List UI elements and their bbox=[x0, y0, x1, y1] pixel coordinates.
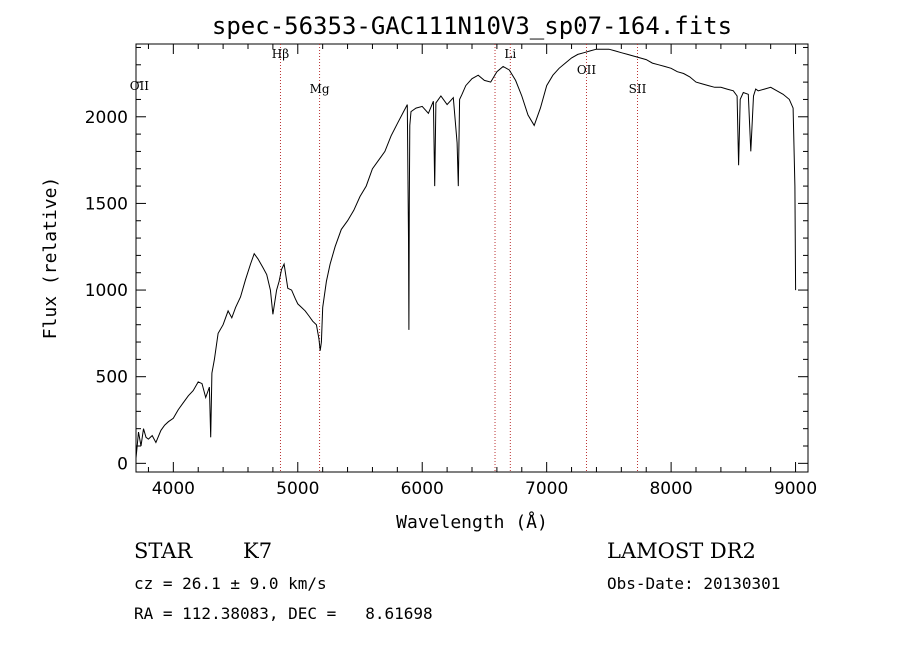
x-tick-label: 7000 bbox=[525, 479, 568, 499]
y-tick-label: 500 bbox=[96, 368, 128, 388]
x-tick-label: 6000 bbox=[401, 479, 444, 499]
x-tick-label: 8000 bbox=[649, 479, 692, 499]
x-axis-label: Wavelength (Å) bbox=[396, 511, 548, 533]
observation-date: Obs-Date: 20130301 bbox=[607, 574, 781, 593]
line-marker-label: Li bbox=[504, 47, 516, 61]
y-tick-label: 0 bbox=[117, 454, 128, 474]
line-marker-label: Mg bbox=[310, 82, 330, 96]
redshift-text: cz = 26.1 ± 9.0 km/s bbox=[134, 574, 327, 593]
x-tick-label: 9000 bbox=[774, 479, 817, 499]
chart-title: spec-56353-GAC111N10V3_sp07-164.fits bbox=[212, 12, 732, 40]
y-tick-label: 2000 bbox=[85, 108, 128, 128]
coordinates-text: RA = 112.38083, DEC = 8.61698 bbox=[134, 604, 433, 623]
line-marker-label: OII bbox=[577, 63, 597, 77]
x-tick-label: 4000 bbox=[152, 479, 195, 499]
axis-ticks: 4000 5000 6000 7000 8000 9000 0 500 1000 1500 2000 bbox=[85, 44, 817, 499]
y-tick-label: 1500 bbox=[85, 194, 128, 214]
spectral-subclass: K7 bbox=[243, 539, 273, 563]
line-marker-label: Hβ bbox=[272, 47, 289, 61]
x-tick-label: 5000 bbox=[276, 479, 319, 499]
y-tick-label: 1000 bbox=[85, 281, 128, 301]
plot-frame bbox=[135, 43, 809, 473]
object-type: STAR bbox=[134, 539, 193, 563]
survey-name: LAMOST DR2 bbox=[607, 539, 756, 563]
y-axis-label: Flux (relative) bbox=[40, 177, 61, 340]
spectral-line-markers: OII Hβ Mg Li OII SII bbox=[130, 44, 647, 472]
line-marker-label: SII bbox=[629, 82, 647, 96]
line-marker-label: OII bbox=[130, 79, 150, 93]
spectrum-line bbox=[135, 48, 797, 459]
